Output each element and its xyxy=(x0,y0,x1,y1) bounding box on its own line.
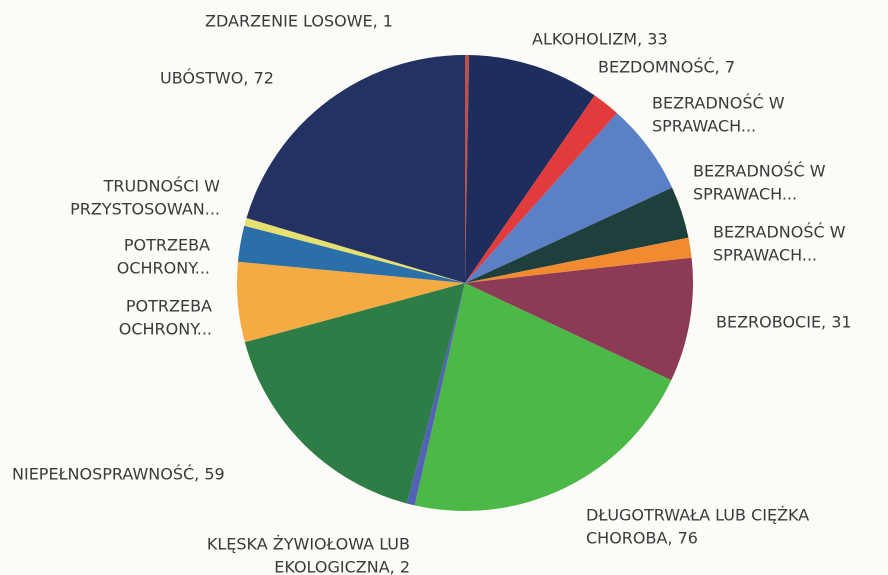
data-label: NIEPEŁNOSPRAWNOŚĆ, 59 xyxy=(12,465,225,484)
pie-slice xyxy=(237,225,465,283)
data-label: BEZRADNOŚĆ W xyxy=(693,162,826,181)
pie-slice xyxy=(465,237,692,283)
data-label: KLĘSKA ŻYWIOŁOWA LUB xyxy=(207,535,410,554)
data-label: PRZYSTOSOWAN... xyxy=(70,200,220,219)
data-label: BEZDOMNOŚĆ, 7 xyxy=(598,58,735,77)
data-label: SPRAWACH... xyxy=(713,246,817,265)
pie-slice xyxy=(465,257,693,381)
data-label: POTRZEBA xyxy=(124,236,210,255)
pie-slice xyxy=(406,283,465,506)
data-label: DŁUGOTRWAŁA LUB CIĘŻKA xyxy=(586,506,809,525)
data-label: BEZRADNOŚĆ W xyxy=(652,94,785,113)
pie-slice xyxy=(246,55,465,283)
pie-slice xyxy=(465,55,470,283)
data-label: SPRAWACH... xyxy=(652,117,756,136)
data-label: EKOLOGICZNA, 2 xyxy=(274,558,410,575)
data-label: ZDARZENIE LOSOWE, 1 xyxy=(205,12,393,31)
data-label: UBÓSTWO, 72 xyxy=(160,69,274,88)
pie-slice xyxy=(244,283,465,504)
data-label: SPRAWACH... xyxy=(693,185,797,204)
pie-slice xyxy=(465,55,595,283)
data-label: OCHRONY... xyxy=(119,320,212,339)
pie-slice xyxy=(465,95,618,284)
data-label: TRUDNOŚCI W xyxy=(103,177,221,196)
data-label: BEZRADNOŚĆ W xyxy=(713,223,846,242)
pie-slice xyxy=(465,113,673,283)
pie-slice xyxy=(237,261,465,343)
data-label: ALKOHOLIZM, 33 xyxy=(532,30,668,49)
data-label: POTRZEBA xyxy=(126,297,212,316)
data-label: CHOROBA, 76 xyxy=(586,529,698,548)
pie-slice xyxy=(414,283,672,511)
pie-slice xyxy=(465,187,689,283)
pie-slice xyxy=(244,217,465,283)
data-label: OCHRONY... xyxy=(117,259,210,278)
data-label: BEZROBOCIE, 31 xyxy=(716,313,852,332)
